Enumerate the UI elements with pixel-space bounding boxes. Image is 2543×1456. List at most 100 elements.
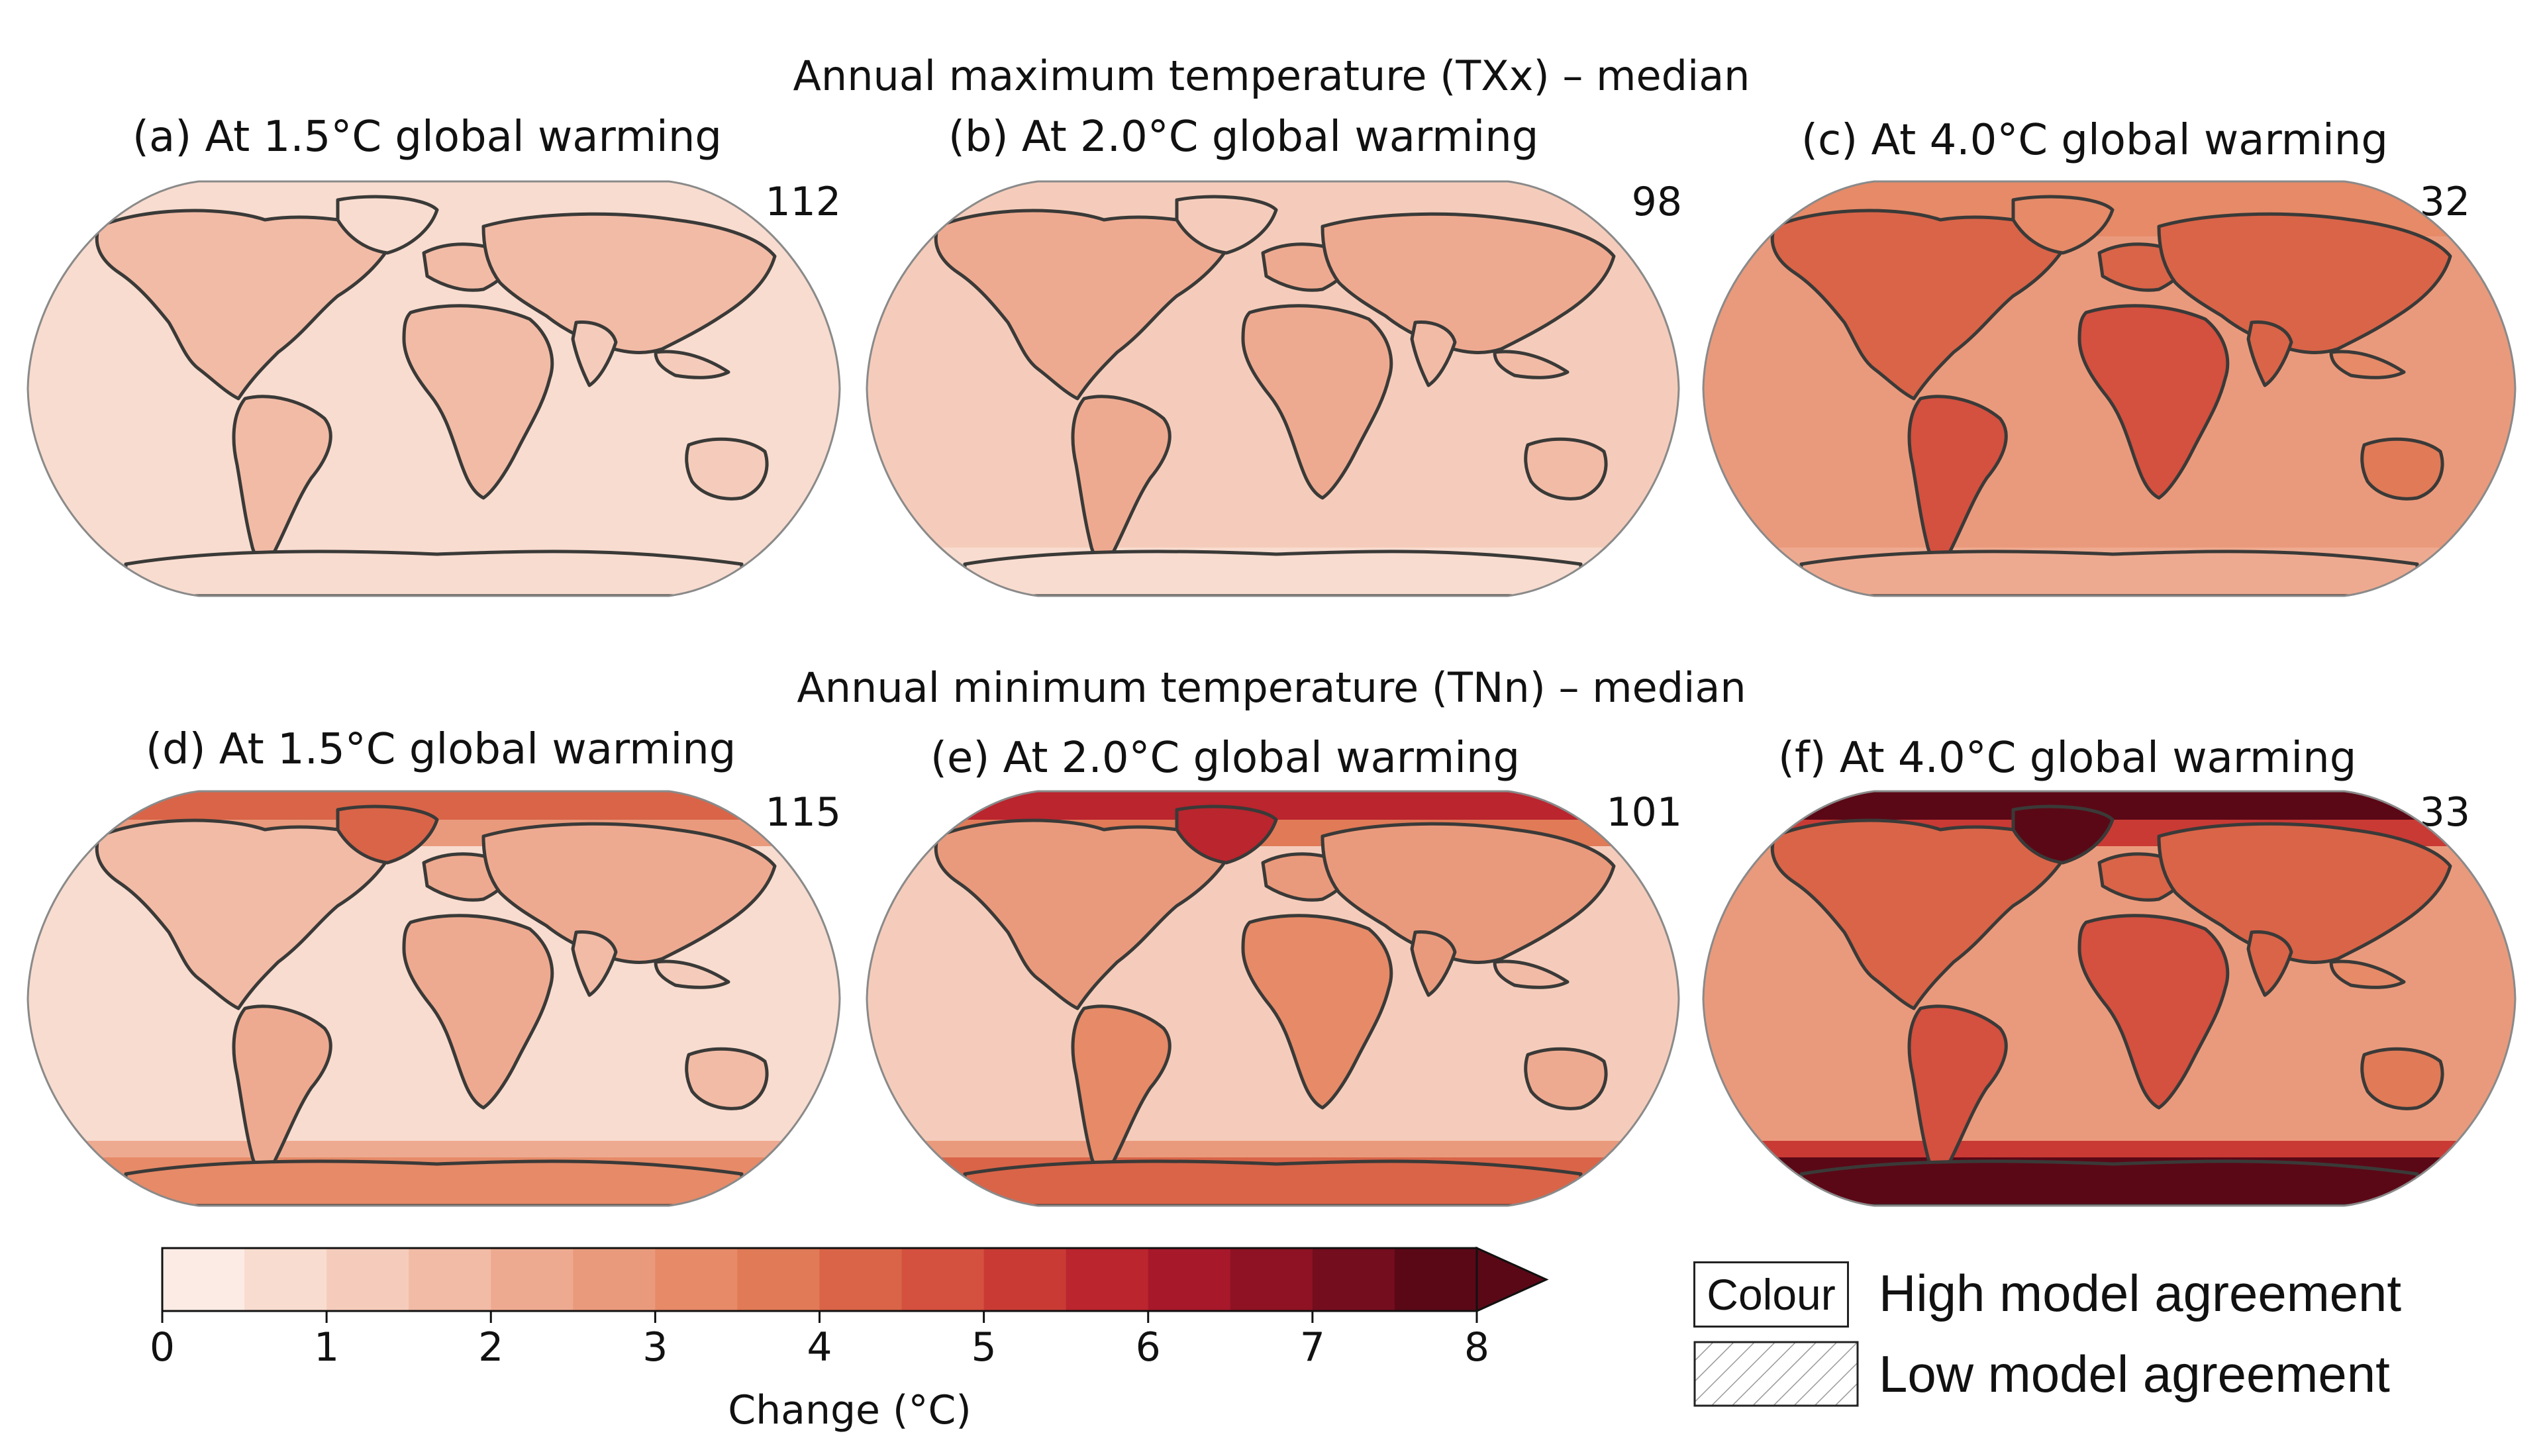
colorbar-tick-label: 0 bbox=[149, 1324, 175, 1371]
map-frame bbox=[866, 790, 1680, 1207]
continent-south-america bbox=[1071, 1004, 1172, 1171]
continent-australia bbox=[2360, 1047, 2444, 1110]
colorbar-segment bbox=[1394, 1248, 1477, 1311]
continent-south-america bbox=[232, 1004, 332, 1171]
legend-swatch-colour: Colour bbox=[1693, 1261, 1849, 1328]
continent-antarctica bbox=[124, 1159, 744, 1206]
continent-asia bbox=[2157, 822, 2452, 964]
continent-south-america bbox=[1907, 1004, 2008, 1171]
map-panel-f bbox=[1702, 790, 2517, 1207]
continent-north-america bbox=[1770, 209, 2075, 401]
map-panel-e bbox=[866, 790, 1680, 1207]
continent-india bbox=[2246, 320, 2293, 387]
continent-africa bbox=[402, 914, 554, 1110]
colorbar-frame bbox=[161, 1247, 1478, 1312]
panel-label: (b) bbox=[948, 113, 1009, 162]
continent-antarctica bbox=[963, 550, 1583, 596]
continent-se-asia bbox=[1493, 959, 1570, 989]
map-panel-b bbox=[866, 180, 1680, 597]
panel-title-e: (e) At 2.0°C global warming bbox=[930, 734, 1520, 783]
panel-label: (a) bbox=[132, 113, 192, 162]
colorbar-extend-arrow bbox=[1475, 1246, 1549, 1313]
colorbar-tick-label: 2 bbox=[478, 1324, 504, 1371]
continent-south-america bbox=[1907, 395, 2008, 561]
panel-label: (f) bbox=[1778, 734, 1826, 783]
continent-antarctica bbox=[963, 1159, 1583, 1206]
colorbar-segment bbox=[1312, 1248, 1395, 1311]
model-count-a: 112 bbox=[765, 179, 841, 225]
panel-label: (c) bbox=[1801, 116, 1858, 165]
panel-title-text: At 4.0°C global warming bbox=[1871, 116, 2388, 165]
map-frame bbox=[26, 790, 841, 1207]
continent-africa bbox=[2077, 914, 2230, 1110]
map-panel-d bbox=[26, 790, 841, 1207]
colorbar-segment bbox=[244, 1248, 327, 1311]
continent-india bbox=[2246, 930, 2293, 997]
map-frame bbox=[1702, 180, 2517, 597]
colorbar-segment bbox=[983, 1248, 1067, 1311]
continent-australia bbox=[2360, 437, 2444, 501]
continent-north-america bbox=[1770, 818, 2075, 1010]
map-frame bbox=[1702, 790, 2517, 1207]
model-count-b: 98 bbox=[1631, 179, 1682, 225]
continent-asia bbox=[2157, 212, 2452, 354]
colorbar-segment bbox=[326, 1248, 409, 1311]
continent-india bbox=[571, 320, 618, 387]
colorbar-tick-label: 4 bbox=[807, 1324, 832, 1371]
continent-africa bbox=[1241, 914, 1393, 1110]
colorbar-label: Change (°C) bbox=[728, 1387, 972, 1433]
panel-title-text: At 1.5°C global warming bbox=[219, 725, 736, 774]
panel-title-b: (b) At 2.0°C global warming bbox=[948, 113, 1538, 162]
continent-se-asia bbox=[654, 350, 730, 379]
row-title-tnn: Annual minimum temperature (TNn) – media… bbox=[797, 663, 1746, 712]
panel-label: (d) bbox=[146, 725, 206, 774]
hatch-fill bbox=[1693, 1341, 1859, 1407]
continent-india bbox=[571, 930, 618, 997]
colorbar-segment bbox=[409, 1248, 491, 1311]
colorbar-tick-label: 6 bbox=[1135, 1324, 1161, 1371]
continent-asia bbox=[481, 822, 777, 964]
colorbar-segment bbox=[1066, 1248, 1149, 1311]
legend-label-low: Low model agreement bbox=[1879, 1345, 2390, 1403]
colorbar-segment bbox=[1148, 1248, 1231, 1311]
colorbar-segment bbox=[655, 1248, 738, 1311]
panel-title-text: At 2.0°C global warming bbox=[1003, 734, 1521, 783]
continent-north-america bbox=[95, 209, 399, 401]
continent-se-asia bbox=[2329, 959, 2406, 989]
continent-greenland bbox=[2011, 804, 2115, 865]
continent-se-asia bbox=[654, 959, 730, 989]
continent-asia bbox=[481, 212, 777, 354]
continent-india bbox=[1410, 320, 1457, 387]
continent-antarctica bbox=[124, 550, 744, 596]
continent-greenland bbox=[1175, 804, 1278, 865]
model-count-e: 101 bbox=[1606, 789, 1682, 836]
colorbar-segment bbox=[491, 1248, 573, 1311]
colorbar-segment bbox=[737, 1248, 820, 1311]
colorbar-tick-label: 3 bbox=[642, 1324, 668, 1371]
continent-greenland bbox=[336, 804, 439, 865]
legend-label-high: High model agreement bbox=[1879, 1264, 2402, 1322]
continent-north-america bbox=[95, 818, 399, 1010]
colorbar-segment bbox=[901, 1248, 985, 1311]
colorbar-segment bbox=[1230, 1248, 1313, 1311]
continent-se-asia bbox=[2329, 350, 2406, 379]
map-panel-c bbox=[1702, 180, 2517, 597]
map-frame bbox=[26, 180, 841, 597]
colorbar-tick-label: 8 bbox=[1464, 1324, 1490, 1371]
model-count-d: 115 bbox=[765, 789, 841, 836]
panel-title-f: (f) At 4.0°C global warming bbox=[1778, 734, 2356, 783]
legend-swatch-hatched bbox=[1693, 1341, 1859, 1407]
row-title-txx: Annual maximum temperature (TXx) – media… bbox=[793, 52, 1750, 100]
continent-australia bbox=[1524, 1047, 1608, 1110]
continent-north-america bbox=[934, 209, 1238, 401]
continent-australia bbox=[685, 1047, 769, 1110]
panel-title-text: At 4.0°C global warming bbox=[1839, 734, 2357, 783]
colorbar-segment bbox=[573, 1248, 656, 1311]
continent-greenland bbox=[336, 195, 439, 255]
colorbar-tick-label: 5 bbox=[971, 1324, 997, 1371]
continent-north-america bbox=[934, 818, 1238, 1010]
continent-africa bbox=[1241, 304, 1393, 500]
panel-title-d: (d) At 1.5°C global warming bbox=[146, 725, 736, 774]
panel-title-text: At 2.0°C global warming bbox=[1021, 113, 1539, 162]
continent-australia bbox=[1524, 437, 1608, 501]
